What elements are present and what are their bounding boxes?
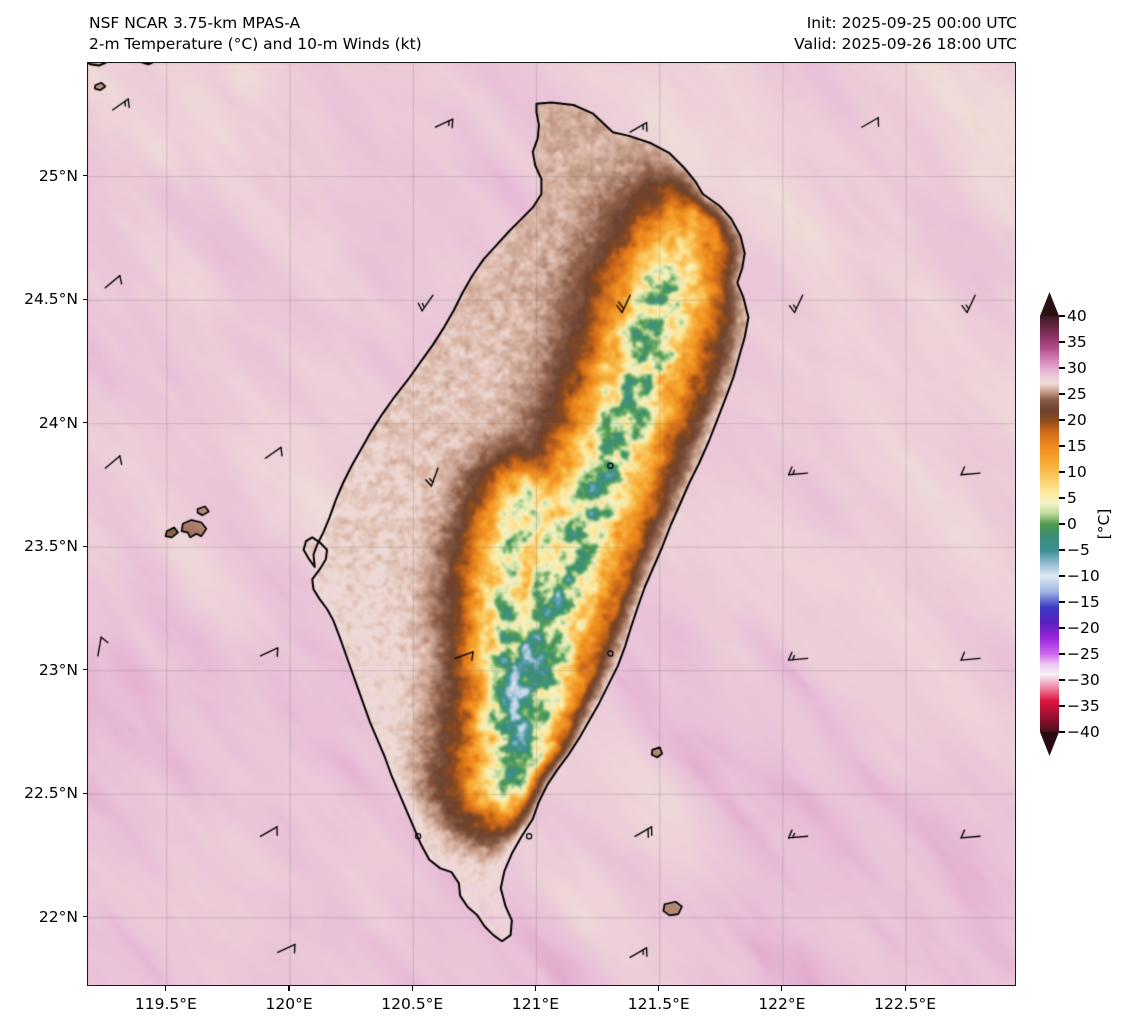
y-tick-label: 25°N xyxy=(38,166,78,185)
x-tick-mark xyxy=(165,986,167,991)
colorbar-tick-label: 15 xyxy=(1067,437,1087,455)
colorbar-tick-mark xyxy=(1059,497,1065,499)
y-tick-mark xyxy=(82,916,87,918)
colorbar-tick-label: −35 xyxy=(1067,697,1100,715)
colorbar-tick-label: 40 xyxy=(1067,307,1087,325)
colorbar-tick-label: −25 xyxy=(1067,645,1100,663)
colorbar-tick-mark xyxy=(1059,393,1065,395)
field-title: 2-m Temperature (°C) and 10-m Winds (kt) xyxy=(89,35,422,53)
init-time-label: Init: 2025-09-25 00:00 UTC xyxy=(806,14,1017,32)
y-tick-mark xyxy=(82,545,87,547)
colorbar-label: [°C] xyxy=(1095,508,1113,540)
x-tick-label: 121°E xyxy=(511,995,560,1013)
x-tick-mark xyxy=(904,986,906,991)
colorbar-tick-label: 10 xyxy=(1067,463,1087,481)
x-tick-label: 122°E xyxy=(758,995,806,1013)
colorbar-tick-label: −20 xyxy=(1067,619,1100,637)
x-tick-label: 121.5°E xyxy=(627,995,690,1013)
colorbar-tick-mark xyxy=(1059,315,1065,317)
y-tick-mark xyxy=(82,792,87,794)
x-tick-mark xyxy=(781,986,783,991)
colorbar-tick-mark xyxy=(1059,549,1065,551)
y-tick-label: 23.5°N xyxy=(24,537,78,556)
colorbar-tick-mark xyxy=(1059,627,1065,629)
y-tick-mark xyxy=(82,669,87,671)
colorbar-tick-mark xyxy=(1059,523,1065,525)
colorbar-tick-mark xyxy=(1059,445,1065,447)
x-tick-label: 122.5°E xyxy=(874,995,937,1013)
y-tick-label: 24°N xyxy=(38,413,78,432)
x-tick-mark xyxy=(288,986,290,991)
model-title: NSF NCAR 3.75-km MPAS-A xyxy=(89,14,301,32)
colorbar-tick-mark xyxy=(1059,731,1065,733)
colorbar-tick-mark xyxy=(1059,471,1065,473)
y-tick-label: 24.5°N xyxy=(24,290,78,309)
colorbar-tick-mark xyxy=(1059,705,1065,707)
colorbar-tick-label: −15 xyxy=(1067,593,1100,611)
colorbar-tick-label: 5 xyxy=(1067,489,1077,507)
x-tick-mark xyxy=(534,986,537,991)
x-tick-mark xyxy=(411,986,413,991)
colorbar-tick-mark xyxy=(1059,575,1065,577)
valid-time-label: Valid: 2025-09-26 18:00 UTC xyxy=(794,35,1017,53)
colorbar-tick-mark xyxy=(1059,653,1065,655)
colorbar-tick-label: 35 xyxy=(1067,333,1087,351)
x-tick-label: 119.5°E xyxy=(134,995,197,1013)
y-tick-label: 22.5°N xyxy=(24,784,78,803)
y-tick-label: 23°N xyxy=(38,660,78,679)
colorbar xyxy=(1040,292,1059,756)
map-axes[interactable] xyxy=(87,62,1016,986)
colorbar-tick-mark xyxy=(1059,367,1065,369)
x-tick-mark xyxy=(658,986,660,991)
y-tick-mark xyxy=(82,298,87,300)
colorbar-tick-label: 0 xyxy=(1067,515,1077,533)
colorbar-tick-label: −40 xyxy=(1067,723,1100,741)
colorbar-tick-label: −5 xyxy=(1067,541,1090,559)
colorbar-tick-label: −10 xyxy=(1067,567,1100,585)
temperature-map xyxy=(88,63,1015,985)
colorbar-tick-label: 20 xyxy=(1067,411,1087,429)
x-tick-label: 120°E xyxy=(265,995,313,1013)
y-tick-mark xyxy=(82,422,87,424)
colorbar-tick-label: 30 xyxy=(1067,359,1087,377)
x-tick-label: 120.5°E xyxy=(381,995,444,1013)
colorbar-tick-mark xyxy=(1059,341,1065,343)
colorbar-tick-mark xyxy=(1059,601,1065,603)
colorbar-tick-mark xyxy=(1059,679,1065,681)
colorbar-tick-mark xyxy=(1059,419,1065,421)
colorbar-tick-label: 25 xyxy=(1067,385,1087,403)
figure-title-right: Init: 2025-09-25 00:00 UTC Valid: 2025-09… xyxy=(794,13,1017,55)
y-tick-label: 22°N xyxy=(38,907,78,926)
y-tick-mark xyxy=(82,175,87,177)
figure-title-left: NSF NCAR 3.75-km MPAS-A 2-m Temperature (… xyxy=(89,13,422,55)
colorbar-tick-label: −30 xyxy=(1067,671,1100,689)
